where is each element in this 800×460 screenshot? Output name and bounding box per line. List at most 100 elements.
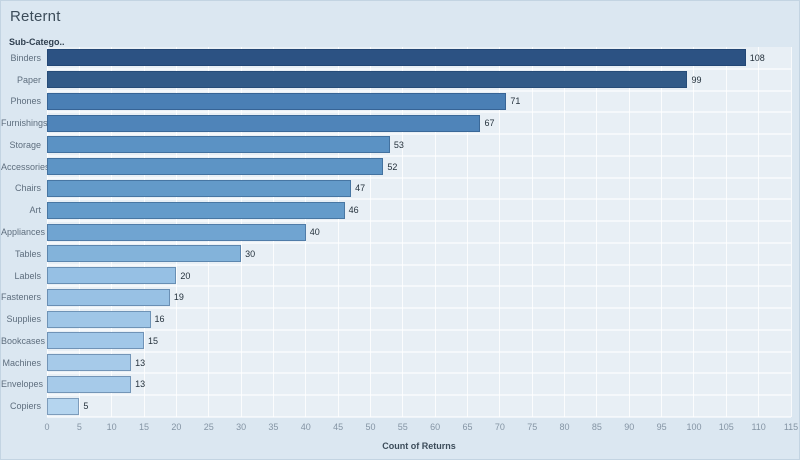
category-label[interactable]: Machines (2, 357, 41, 368)
table-row: Chairs 47 (1, 178, 791, 201)
x-tick-label: 100 (686, 422, 702, 432)
category-label[interactable]: Accessories (1, 161, 47, 172)
x-tick-label: 15 (139, 422, 150, 432)
value-label: 30 (245, 248, 256, 259)
x-tick-label: 80 (559, 422, 570, 432)
category-label[interactable]: Supplies (6, 314, 41, 325)
value-label: 20 (180, 270, 191, 281)
table-row: Bookcases 15 (1, 330, 791, 353)
table-row: Storage 53 (1, 134, 791, 157)
plot-area: Binders 108 Paper 99 Phones 71 Furnishings 67 St… (1, 47, 792, 418)
column-field-header[interactable]: Sub-Catego.. (9, 37, 65, 47)
category-label[interactable]: Appliances (1, 227, 46, 237)
table-row: Phones 71 (1, 91, 791, 114)
bar[interactable] (47, 288, 170, 306)
bar-chart: Binders 108 Paper 99 Phones 71 Furnishings 67 St… (1, 47, 798, 451)
bar[interactable] (47, 92, 507, 110)
bar[interactable] (47, 223, 306, 241)
gridline (596, 47, 598, 417)
x-tick-label: 10 (106, 422, 117, 432)
x-tick-label: 60 (430, 422, 441, 432)
x-axis: 0 5 10 15 20 25 30 35 40 45 50 55 60 65 70 75 80 85 90 95 10… (44, 422, 798, 437)
chart-title: Reternt (10, 8, 61, 25)
bar-rows: Binders 108 Paper 99 Phones 71 Furnishings 67 St… (1, 47, 791, 418)
x-tick-label: 5 (76, 422, 82, 432)
category-label[interactable]: Fasteners (1, 292, 42, 303)
bar[interactable] (47, 158, 384, 176)
bar[interactable] (47, 179, 352, 197)
x-tick-label: 55 (397, 422, 408, 432)
value-label: 53 (393, 139, 404, 150)
bar-track: 40 (47, 221, 791, 243)
category-label[interactable]: Binders (10, 52, 41, 63)
bar[interactable] (47, 267, 177, 285)
value-label: 13 (135, 379, 146, 390)
x-tick-label: 35 (268, 422, 279, 432)
x-tick-label: 45 (333, 422, 344, 432)
category-label[interactable]: Art (29, 205, 41, 216)
category-label[interactable]: Tables (14, 248, 41, 259)
category-label[interactable]: Furnishings (1, 118, 47, 129)
bar[interactable] (47, 136, 390, 154)
value-label: 46 (348, 205, 359, 216)
bar-track: 19 (47, 286, 791, 308)
bar[interactable] (47, 49, 746, 67)
bar-track: 13 (47, 352, 791, 374)
category-label[interactable]: Chairs (14, 183, 41, 194)
gridline (467, 47, 469, 417)
category-label[interactable]: Copiers (9, 401, 41, 412)
bar[interactable] (47, 397, 80, 415)
gridline (790, 47, 792, 417)
x-tick-label: 20 (171, 422, 182, 432)
bar[interactable] (47, 332, 145, 350)
bar-track: 67 (47, 112, 791, 134)
x-tick-label: 25 (203, 422, 214, 432)
gridline (725, 47, 727, 417)
value-label: 108 (749, 52, 765, 63)
table-row: Furnishings 67 (1, 112, 791, 135)
gridline (693, 47, 695, 417)
x-tick-label: 30 (236, 422, 247, 432)
bar-track: 53 (47, 134, 791, 156)
x-tick-label: 70 (494, 422, 505, 432)
category-label[interactable]: Labels (14, 270, 41, 281)
bar[interactable] (47, 71, 688, 89)
category-label[interactable]: Bookcases (1, 335, 46, 346)
x-tick-label: 40 (300, 422, 311, 432)
x-tick-label: 75 (527, 422, 538, 432)
bar-track: 5 (47, 395, 791, 417)
category-label[interactable]: Paper (16, 74, 41, 85)
x-tick-label: 95 (656, 422, 667, 432)
bar[interactable] (47, 375, 132, 393)
table-row: Art 46 (1, 199, 791, 222)
value-label: 52 (387, 161, 398, 172)
bar-track: 47 (47, 178, 791, 200)
category-label[interactable]: Phones (10, 96, 41, 107)
bar[interactable] (47, 310, 151, 328)
bar[interactable] (47, 245, 242, 263)
table-row: Labels 20 (1, 265, 791, 288)
table-row: Binders 108 (1, 47, 791, 70)
bar[interactable] (47, 114, 481, 132)
bar-track: 16 (47, 308, 791, 330)
bar[interactable] (47, 354, 132, 372)
category-label[interactable]: Envelopes (1, 379, 44, 390)
x-tick-label: 85 (591, 422, 602, 432)
gridline (434, 47, 436, 417)
value-label: 47 (355, 183, 366, 194)
gridline (628, 47, 630, 417)
bar-track: 52 (47, 156, 791, 178)
table-row: Supplies 16 (1, 308, 791, 331)
gridline (758, 47, 760, 417)
value-label: 71 (510, 96, 521, 107)
gridline (402, 47, 404, 417)
x-tick-label: 115 (783, 422, 799, 432)
table-row: Fasteners 19 (1, 286, 791, 309)
gridline (531, 47, 533, 417)
gridline (564, 47, 566, 417)
bar-track: 71 (47, 91, 791, 113)
category-label[interactable]: Storage (9, 139, 41, 150)
x-axis-title: Count of Returns (382, 441, 456, 451)
bar[interactable] (47, 201, 345, 219)
